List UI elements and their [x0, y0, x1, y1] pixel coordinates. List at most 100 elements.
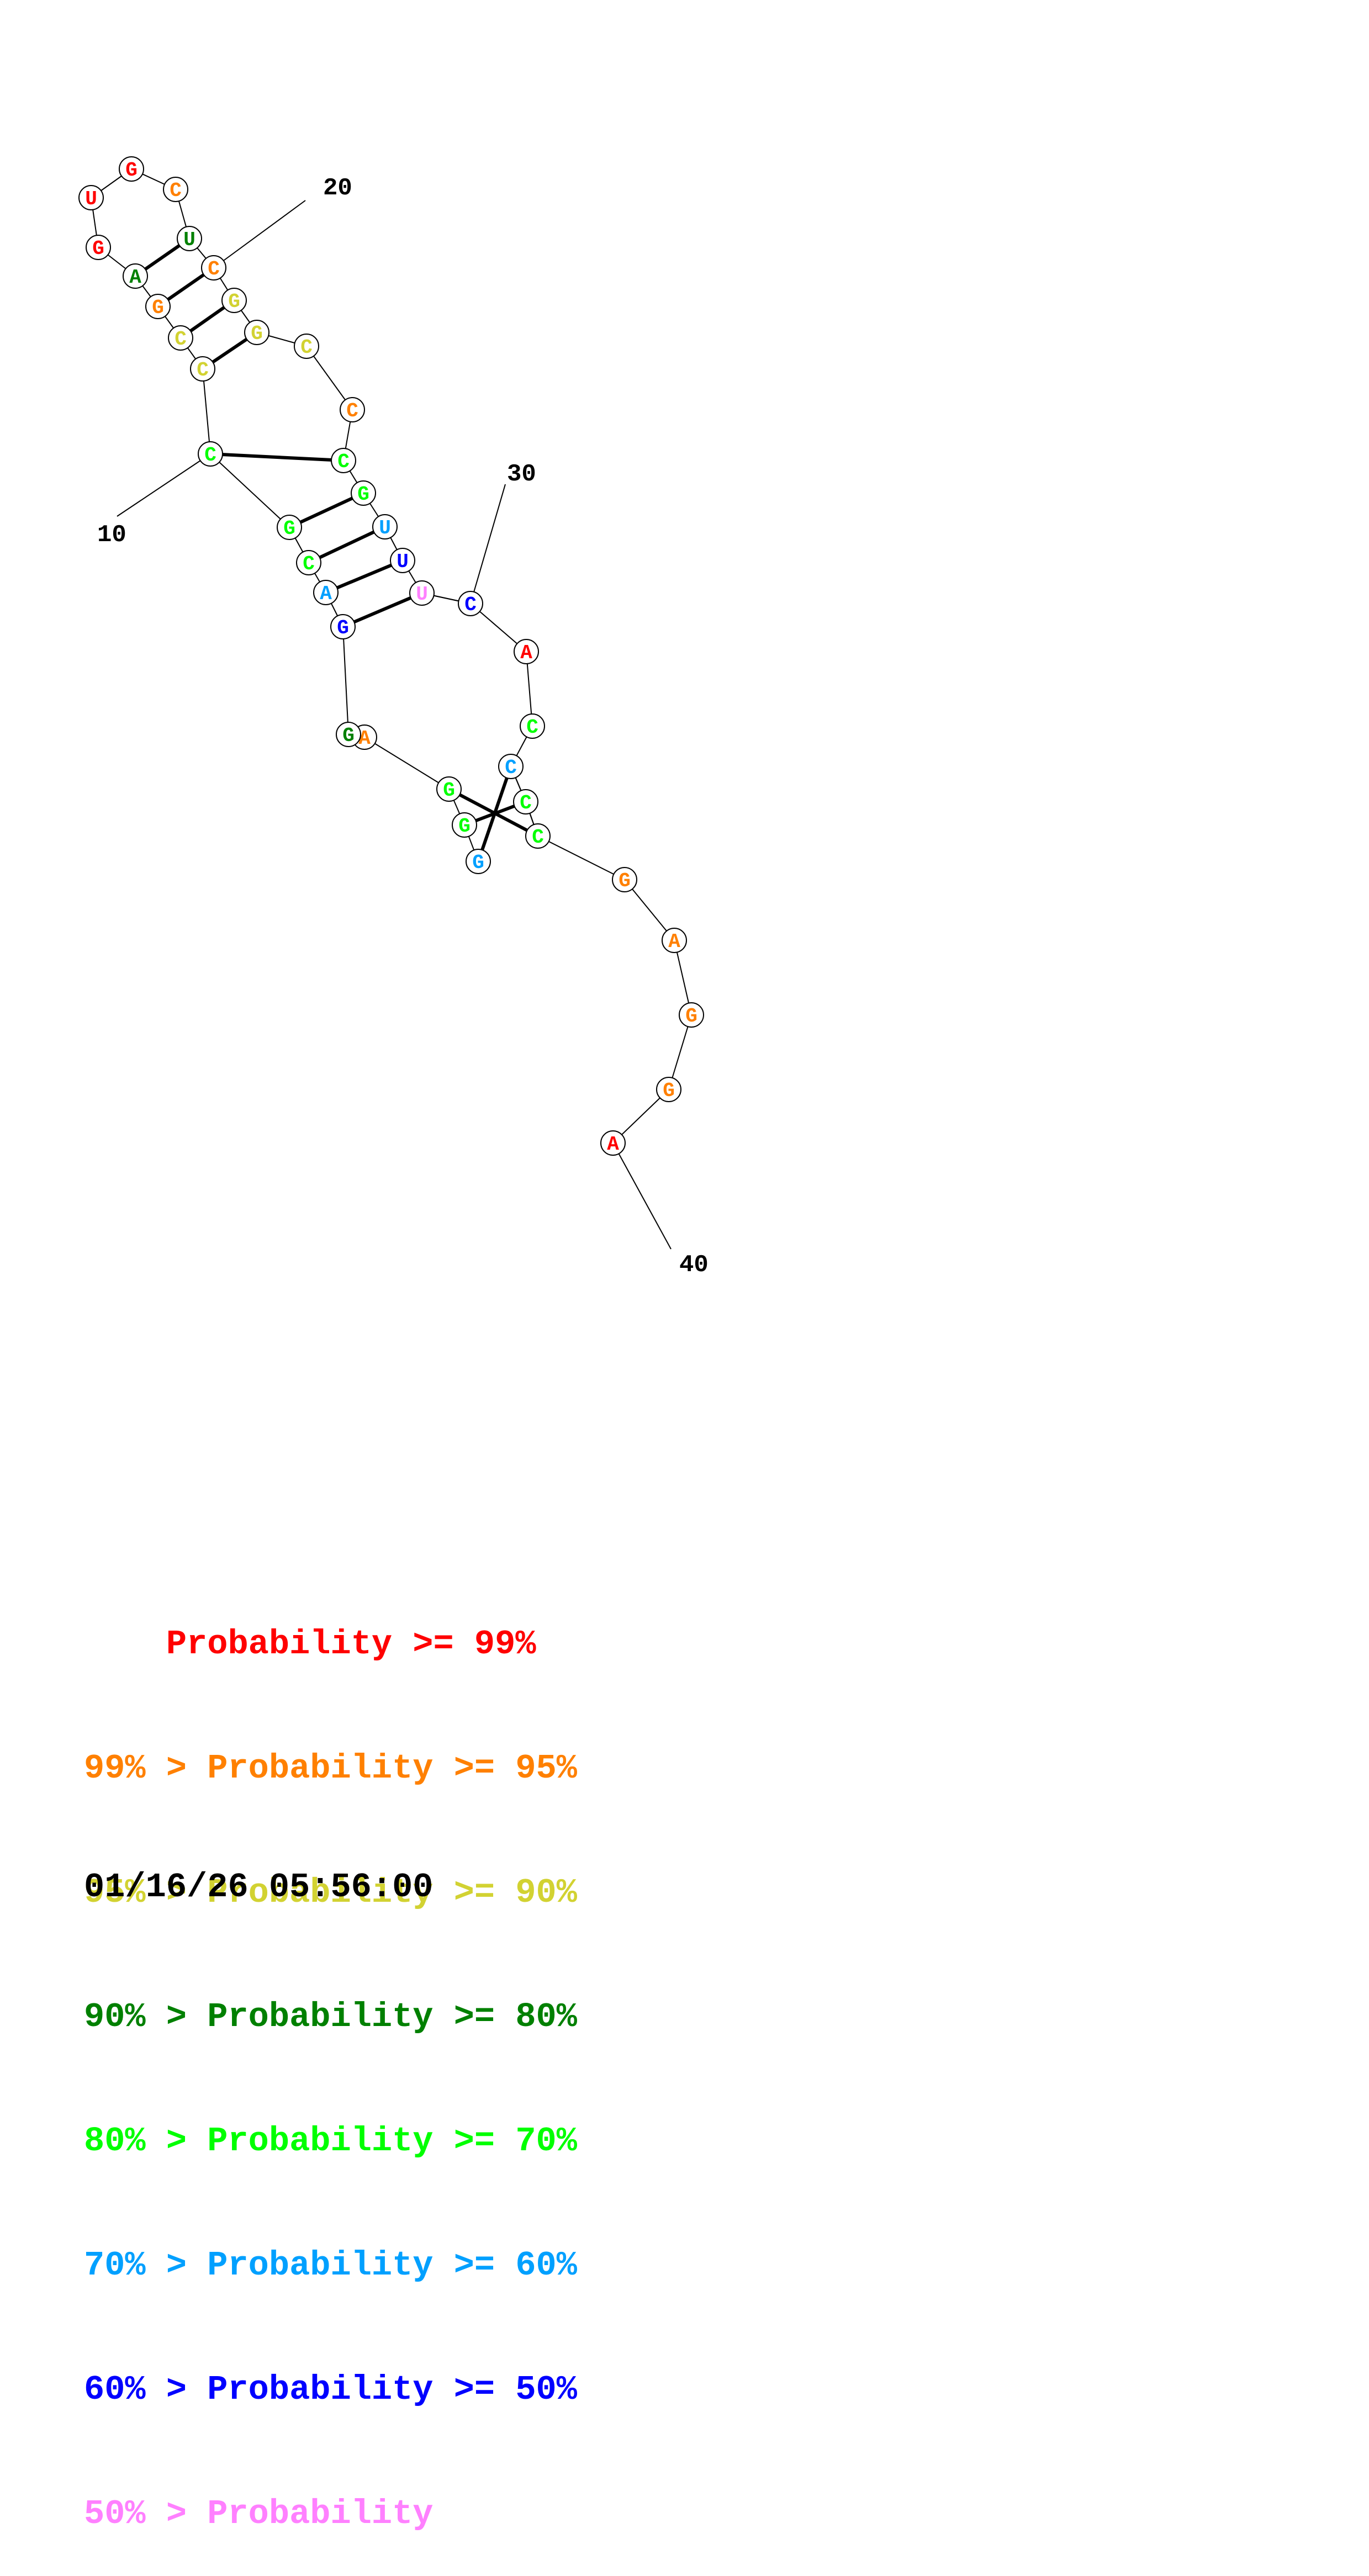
nucleotide-circle [163, 177, 188, 202]
nucleotide-letter: C [532, 826, 544, 849]
nucleotide: C [168, 325, 193, 351]
nucleotide-letter: G [228, 290, 240, 313]
legend-row-95: 99% > Probability >= 95% [84, 1749, 577, 1788]
nucleotide-circle [123, 263, 148, 289]
nucleotide-letter: G [357, 483, 369, 506]
nucleotide-circle [330, 614, 356, 639]
nucleotide: C [331, 448, 356, 473]
nucleotide-letter: G [472, 851, 484, 874]
nucleotide: U [409, 580, 435, 606]
backbone-segment [210, 453, 290, 528]
nucleotide-circle [198, 441, 223, 467]
nucleotide-letter: G [458, 815, 471, 838]
nucleotide-circle [390, 548, 415, 573]
nucleotide-circle [221, 288, 247, 313]
nucleotide-letter: C [337, 451, 350, 473]
nucleotide: G [436, 776, 462, 802]
index-label: 10 [97, 521, 126, 549]
base-pair-line [288, 491, 364, 529]
nucleotide-letter: G [92, 237, 104, 260]
nucleotide-circle [436, 776, 462, 802]
backbone-segment [306, 346, 353, 410]
nucleotide: C [513, 789, 538, 814]
nucleotide-circle [168, 325, 193, 351]
nucleotide-letter: A [607, 1133, 619, 1156]
nucleotide-letter: G [337, 617, 349, 639]
nucleotide-letter: C [303, 553, 315, 575]
base-pair-line [325, 559, 404, 594]
nucleotide-circle [662, 928, 687, 953]
nucleotide: A [123, 263, 148, 289]
backbone-segment [674, 940, 692, 1015]
nucleotide-circle [525, 823, 551, 849]
backbone [91, 168, 692, 1144]
nucleotide: G [221, 288, 247, 313]
nucleotide-letter: C [464, 594, 477, 616]
nucleotide-letter: G [685, 1005, 697, 1028]
nucleotide-letter: C [208, 258, 220, 281]
nucleotide: G [145, 294, 171, 319]
nucleotide-circle [177, 226, 202, 251]
nucleotide: A [600, 1130, 626, 1156]
backbone-segment [624, 879, 675, 941]
base-pair-lines [134, 237, 539, 862]
nucleotide-letter: G [283, 517, 295, 540]
nucleotide-letter: C [346, 400, 358, 422]
nucleotide-letter: A [520, 642, 532, 664]
backbone-segment [668, 1014, 692, 1090]
nucleotide-letter: U [397, 551, 409, 573]
legend-row-low: 50% > Probability [84, 2494, 434, 2533]
nucleotide-letter: A [358, 727, 371, 750]
nucleotide-letter: C [175, 328, 187, 351]
nucleotide-letter: A [129, 266, 141, 289]
nucleotide-circle [498, 754, 524, 779]
nucleotide: U [78, 185, 104, 210]
index-tick-line [470, 484, 506, 604]
index-label: 40 [679, 1251, 709, 1279]
nucleotide: G [277, 515, 302, 540]
nucleotide: G [656, 1077, 681, 1102]
legend-row-50: 60% > Probability >= 50% [84, 2370, 577, 2409]
nucleotide-circle [340, 397, 365, 422]
nucleotide-circle [296, 550, 321, 575]
nucleotide: G [351, 480, 376, 506]
legend-row-70: 80% > Probability >= 70% [84, 2122, 577, 2161]
nucleotide-circle [514, 639, 539, 664]
nucleotide: C [458, 591, 483, 616]
nucleotide: C [201, 255, 226, 281]
nucleotide-letter: U [379, 517, 391, 539]
legend-row-60: 70% > Probability >= 60% [84, 2246, 577, 2285]
nucleotide: C [498, 754, 524, 779]
nucleotide-circle [679, 1002, 704, 1028]
nucleotide: G [86, 235, 111, 260]
nucleotide-circle [409, 580, 435, 606]
nucleotide-circle [452, 812, 477, 838]
index-ticks: 10 20 30 40 [97, 174, 709, 1279]
nucleotide: C [520, 713, 545, 739]
nucleotide-circle [612, 867, 637, 892]
nucleotide: C [340, 397, 365, 422]
nucleotide-circle [656, 1077, 681, 1102]
nucleotide: C [198, 441, 223, 467]
nucleotide-circle [277, 515, 302, 540]
nucleotide: G [452, 812, 477, 838]
nucleotide-letter: C [520, 792, 532, 814]
nucleotide-circle [313, 580, 339, 605]
nucleotide: G [466, 849, 491, 874]
nucleotide-circle [331, 448, 356, 473]
nucleotide-letter: C [204, 444, 216, 467]
timestamp: 01/16/26 05:56:00 [84, 1868, 434, 1907]
nucleotide-letter: A [320, 583, 332, 605]
base-pair-line [308, 525, 386, 564]
nucleotide: C [294, 334, 319, 359]
nucleotide: U [177, 226, 202, 251]
nucleotide: G [330, 614, 356, 639]
nucleotide-letter: G [443, 779, 455, 802]
nucleotide-letter: G [152, 297, 164, 319]
nucleotide-circle [78, 185, 104, 210]
nucleotide-circle [458, 591, 483, 616]
nucleotide: A [514, 639, 539, 664]
nucleotide-circle [190, 356, 215, 382]
backbone-segment [364, 737, 450, 790]
